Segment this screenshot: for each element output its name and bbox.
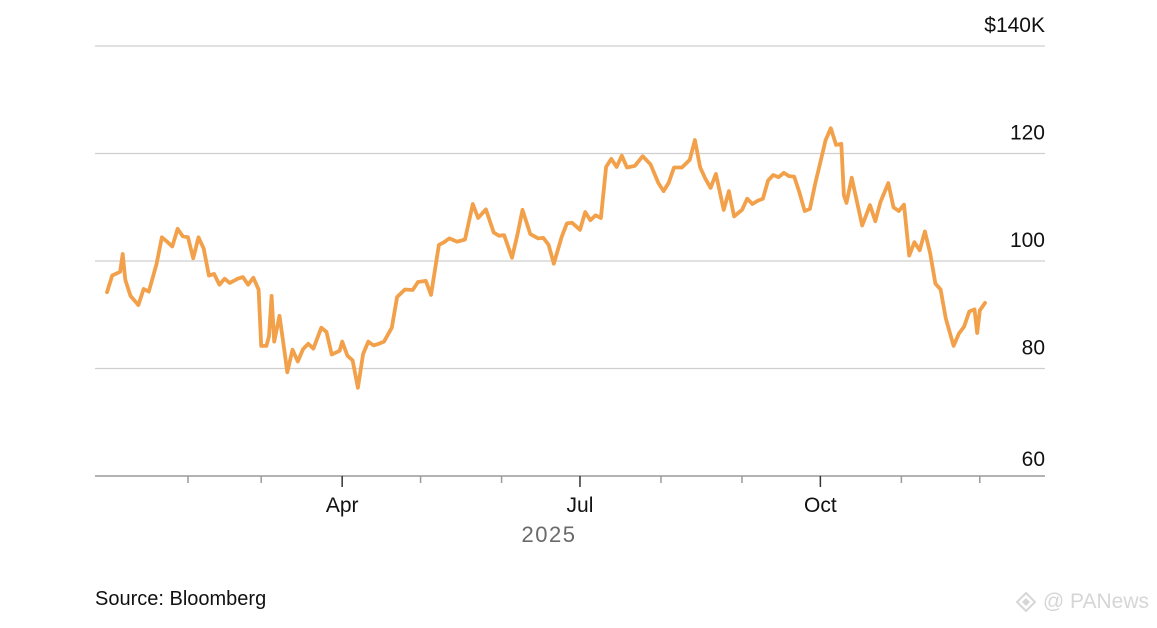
- x-axis-year-label: 2025: [521, 522, 576, 547]
- gridlines: [95, 45, 1045, 370]
- watermark: @ PANews: [1015, 590, 1149, 614]
- y-axis-labels: $140K 120 100 80 60: [984, 14, 1045, 471]
- x-tick-label: Jul: [567, 494, 594, 517]
- line-chart: $140K 120 100 80 60 Apr Jul Oct 2025: [95, 14, 1045, 547]
- y-tick-label: 100: [1010, 229, 1045, 252]
- source-note: Source: Bloomberg: [95, 588, 267, 610]
- series-line: [105, 126, 987, 390]
- panews-logo-icon: [1015, 591, 1037, 613]
- series: [105, 126, 987, 390]
- watermark-text: @ PANews: [1042, 590, 1149, 613]
- x-axis-labels: Apr Jul Oct: [326, 494, 837, 517]
- y-tick-label: 120: [1010, 122, 1045, 145]
- x-tick-label: Oct: [804, 494, 837, 517]
- y-tick-label: 80: [1022, 337, 1045, 360]
- y-tick-label: $140K: [984, 14, 1045, 37]
- y-tick-label: 60: [1022, 448, 1045, 471]
- x-axis-ticks: [187, 476, 981, 487]
- x-tick-label: Apr: [326, 494, 359, 517]
